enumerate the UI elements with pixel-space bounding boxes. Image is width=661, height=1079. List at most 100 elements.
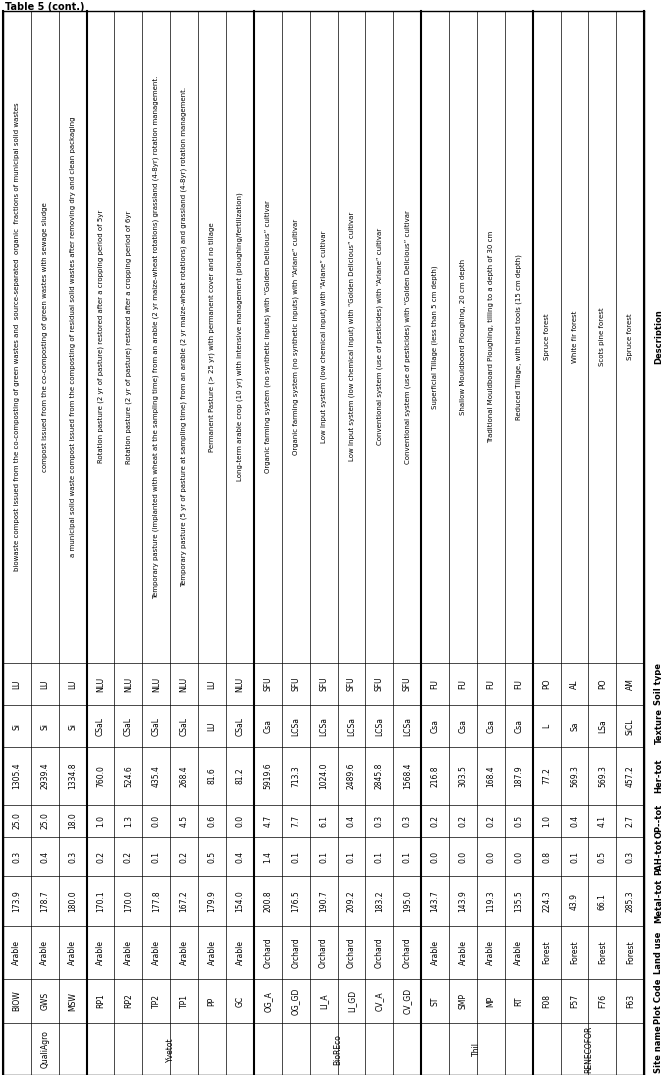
Text: LU: LU [208,680,217,688]
Text: Temporary pasture (implanted with wheat at the sampling time) from an arable (2 : Temporary pasture (implanted with wheat … [153,76,159,599]
Text: Superficial Tillage (less than 5 cm depth): Superficial Tillage (less than 5 cm dept… [432,265,438,409]
Text: 0.1: 0.1 [292,850,300,862]
Text: Forest: Forest [542,941,551,965]
Text: NLU: NLU [180,677,188,692]
Text: 2845.8: 2845.8 [375,763,384,789]
Text: 168.4: 168.4 [486,765,495,787]
Text: F08: F08 [542,994,551,1008]
Text: BioREco: BioREco [333,1034,342,1065]
Text: F76: F76 [598,994,607,1008]
Text: Arable: Arable [235,940,245,965]
Text: 81.6: 81.6 [208,767,217,784]
Text: biowaste compost issued from the co-composting of green wastes and  source-separ: biowaste compost issued from the co-comp… [14,103,20,571]
Text: 0.2: 0.2 [430,815,440,827]
Text: 0.2: 0.2 [486,815,495,827]
Text: F63: F63 [626,994,635,1008]
Text: 0.0: 0.0 [152,815,161,827]
Text: 77.2: 77.2 [542,767,551,784]
Text: 0.0: 0.0 [459,850,467,862]
Text: Si: Si [13,723,21,729]
Text: Description: Description [654,310,661,365]
Text: 195.0: 195.0 [403,890,412,912]
Text: LU: LU [208,722,217,732]
Text: Arable: Arable [68,940,77,965]
Text: Csa: Csa [486,720,495,734]
Text: 143.7: 143.7 [430,890,440,912]
Text: Orchard: Orchard [403,937,412,968]
Text: 4.1: 4.1 [598,815,607,827]
Text: Conventional system (use of pesticides) with “Ariane” cultivar: Conventional system (use of pesticides) … [376,229,383,446]
Text: F57: F57 [570,994,579,1008]
Text: TP1: TP1 [180,994,188,1008]
Text: 43.9: 43.9 [570,892,579,910]
Text: LI_A: LI_A [319,994,328,1009]
Text: NLU: NLU [96,677,105,692]
Text: Csa: Csa [514,720,524,734]
Text: SFU: SFU [375,677,384,692]
Text: 0.3: 0.3 [403,815,412,827]
Text: 167.2: 167.2 [180,890,188,912]
Text: GWS: GWS [40,992,50,1010]
Text: 154.0: 154.0 [235,890,245,912]
Text: 0.1: 0.1 [570,850,579,862]
Text: 0.3: 0.3 [375,815,384,827]
Text: Arable: Arable [430,940,440,965]
Text: 0.4: 0.4 [570,815,579,827]
Text: Orchard: Orchard [292,937,300,968]
Text: 0.5: 0.5 [514,815,524,827]
Text: Orchard: Orchard [347,937,356,968]
Text: LCSa: LCSa [319,716,328,736]
Text: MSW: MSW [68,992,77,1011]
Text: Arable: Arable [459,940,467,965]
Text: LI_GD: LI_GD [347,991,356,1012]
Text: FU: FU [459,679,467,689]
Text: PO: PO [542,679,551,689]
Text: 5919.6: 5919.6 [263,763,272,790]
Text: Arable: Arable [152,940,161,965]
Text: PO: PO [598,679,607,689]
Text: 183.2: 183.2 [375,890,384,912]
Text: 1.0: 1.0 [542,815,551,827]
Text: Arable: Arable [514,940,524,965]
Text: LCSa: LCSa [292,716,300,736]
Text: 0.3: 0.3 [68,850,77,862]
Text: LCSa: LCSa [403,716,412,736]
Text: 0.8: 0.8 [542,850,551,862]
Text: 0.5: 0.5 [598,850,607,862]
Text: 190.7: 190.7 [319,890,328,912]
Text: Orchard: Orchard [319,937,328,968]
Text: Csa: Csa [430,720,440,734]
Text: 178.7: 178.7 [40,890,50,912]
Text: SiCL: SiCL [626,719,635,735]
Text: CSaL: CSaL [96,716,105,736]
Text: 285.3: 285.3 [626,890,635,912]
Text: Reduced Tillage, with tined tools (15 cm depth): Reduced Tillage, with tined tools (15 cm… [516,254,522,420]
Text: 66.1: 66.1 [598,892,607,910]
Text: QualiAgro: QualiAgro [40,1030,50,1068]
Text: 25.0: 25.0 [40,812,50,829]
Text: 0.6: 0.6 [208,815,217,827]
Text: 224.3: 224.3 [542,890,551,912]
Text: TP2: TP2 [152,994,161,1008]
Text: Rotation pasture (2 yr of pasture) restored after a cropping period of 5yr: Rotation pasture (2 yr of pasture) resto… [97,210,104,464]
Text: LU: LU [68,680,77,688]
Text: PAH-tot: PAH-tot [654,838,661,875]
Text: 2939.4: 2939.4 [40,763,50,790]
Text: CSaL: CSaL [124,716,133,736]
Text: Land use: Land use [654,931,661,973]
Text: 0.4: 0.4 [347,815,356,827]
Text: Forest: Forest [570,941,579,965]
Text: 760.0: 760.0 [96,765,105,787]
Text: 177.8: 177.8 [152,890,161,912]
Text: Conventional system (use of pesticides) with “Golden Delicious” cultivar: Conventional system (use of pesticides) … [404,210,410,464]
Text: RP1: RP1 [96,994,105,1009]
Text: 216.8: 216.8 [430,765,440,787]
Text: 0.3: 0.3 [626,850,635,862]
Text: 170.0: 170.0 [124,890,133,912]
Text: 0.4: 0.4 [40,850,50,862]
Text: White fir forest: White fir forest [572,311,578,363]
Text: CV_GD: CV_GD [403,988,412,1014]
Text: Soil type: Soil type [654,664,661,706]
Text: Arable: Arable [180,940,188,965]
Text: Si: Si [40,723,50,729]
